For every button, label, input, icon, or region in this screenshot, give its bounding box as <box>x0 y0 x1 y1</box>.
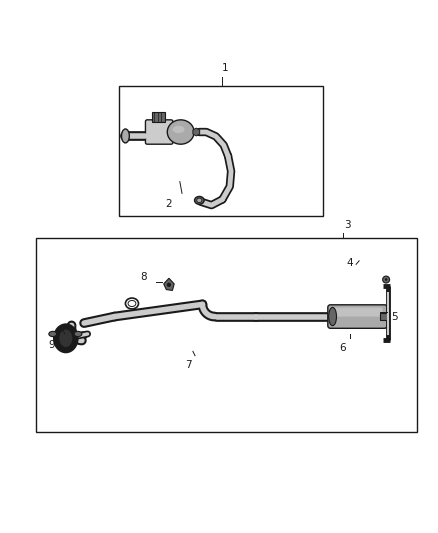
Polygon shape <box>164 278 174 290</box>
Text: 2: 2 <box>166 199 172 209</box>
Ellipse shape <box>74 332 82 336</box>
FancyBboxPatch shape <box>331 308 382 317</box>
Ellipse shape <box>49 332 57 336</box>
Text: 5: 5 <box>391 312 398 321</box>
Bar <box>380 313 388 320</box>
Bar <box>36 238 417 432</box>
Ellipse shape <box>173 126 185 133</box>
Bar <box>119 86 323 216</box>
Ellipse shape <box>59 329 72 347</box>
Ellipse shape <box>54 324 78 352</box>
Ellipse shape <box>121 129 129 143</box>
Circle shape <box>167 282 171 287</box>
Text: 6: 6 <box>340 343 346 353</box>
FancyBboxPatch shape <box>328 305 387 328</box>
Text: 9: 9 <box>48 341 55 351</box>
Text: 3: 3 <box>344 220 351 230</box>
Text: 7: 7 <box>185 360 192 370</box>
FancyBboxPatch shape <box>145 120 173 144</box>
Ellipse shape <box>167 120 194 144</box>
Ellipse shape <box>128 301 136 306</box>
Circle shape <box>385 278 388 281</box>
Ellipse shape <box>197 198 202 203</box>
Circle shape <box>383 276 390 283</box>
Text: 1: 1 <box>222 63 229 73</box>
Bar <box>152 112 166 122</box>
Text: 4: 4 <box>346 258 353 268</box>
Ellipse shape <box>125 298 138 309</box>
Ellipse shape <box>194 197 204 204</box>
Text: 8: 8 <box>141 272 147 282</box>
Ellipse shape <box>328 308 336 326</box>
